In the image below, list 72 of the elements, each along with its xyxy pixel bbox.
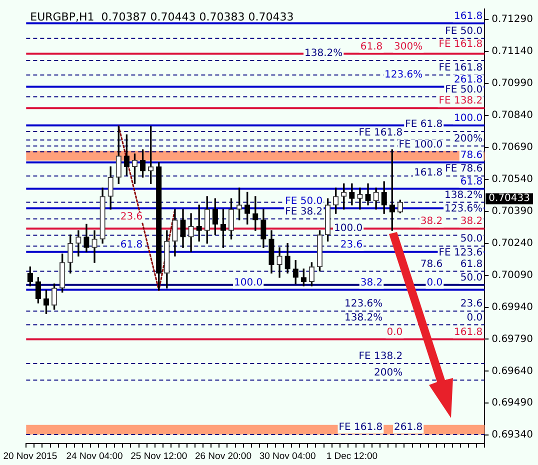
y-tick-label: 0.69490 [492,398,534,409]
annotation: 161.8 [414,167,443,178]
annotation: FE 123.6 [438,248,483,259]
annotation: 261.8 [454,74,483,86]
annotation: 0.0 [466,312,483,324]
x-tick-label: 20 Nov 2015 [3,450,58,462]
x-tick-label: 25 Nov 12:00 [130,450,188,462]
y-tick-label: 0.71140 [492,46,534,58]
annotation: FE 38.2 [285,206,323,218]
text: 0.70433 [488,192,530,204]
y-tick-label: 0.71290 [492,14,534,26]
y-tick-label: 0.70540 [492,174,534,186]
annotation: 123.6% [384,69,423,80]
annotation: 23.6 [460,298,483,310]
y-tick-label: 0.70990 [492,78,534,90]
y-tick-label: 0.70840 [492,110,534,122]
annotation: 78.6 [460,150,483,161]
y-tick-label: 0.69340 [492,430,534,441]
annotation: 100.0 [234,277,263,288]
annotation: 61.8 [120,239,143,250]
annotation: 38.2 [360,277,383,288]
x-tick-label: 30 Nov 04:00 [259,450,316,462]
annotation: 123.6% [344,298,383,310]
candlestick [357,188,363,210]
annotation: FE 50.0 [445,84,483,96]
annotation: FE 138.2 [438,96,483,107]
y-tick-label: 0.70390 [492,206,534,217]
annotation: 138.2% [344,312,383,324]
y-tick-label: 0.70240 [492,238,534,249]
x-tick-label: 1 Dec 12:00 [326,450,378,462]
annotation: 161.8 [454,10,483,22]
annotation: 100.0 [454,112,483,124]
annotation: 300% [394,41,423,52]
annotation: 61.8 [360,41,383,52]
y-tick-label: 0.70090 [492,270,534,281]
x-tick-label: 26 Nov 20:00 [194,450,252,462]
annotation: 0.0 [386,326,403,338]
annotation: 61.8 [460,258,483,270]
annotation: FE 161.8 [438,62,483,74]
annotation: 78.6 [420,258,443,270]
annotation: 23.6 [340,239,363,250]
annotation: 161.8 [454,326,483,338]
y-tick-label: 0.70690 [492,142,534,154]
annotation: 61.8 [460,176,483,188]
annotation: FE 161.8 [338,422,383,434]
annotation: 138.2% [444,190,483,201]
annotation: 123.6% [444,203,483,214]
annotation: 38.2 [460,216,483,228]
annotation: FE 50.0 [285,196,323,207]
annotation: FE 100.0 [398,139,443,150]
candlestick [76,230,82,256]
annotation: 200% [454,134,483,145]
annotation: FE 78.6 [445,164,483,175]
x-tick-label: 24 Nov 04:00 [66,450,123,462]
annotation: 23.6 [120,211,143,222]
annotation: 261.8 [394,422,423,434]
annotation: 100.0 [334,222,363,234]
annotation: 50.0 [460,234,483,245]
y-tick-label: 0.69790 [492,334,534,345]
annotation: FE 161.8 [358,128,403,139]
annotation: FE 50.0 [445,26,483,37]
annotation: 38.2 [420,216,443,228]
annotation: FE 61.8 [405,119,443,130]
y-tick-label: 0.69640 [492,366,534,377]
annotation: FE 161.8 [438,38,483,50]
annotation: 50.0 [460,272,483,284]
annotation: FE 138.2 [358,351,403,362]
chart-title: EURGBP,H1 0.70387 0.70443 0.70383 0.70433 [30,10,294,24]
annotation: 138.2% [304,48,343,60]
annotation: 200% [374,368,403,379]
y-tick-label: 0.69940 [492,302,534,313]
annotation: 0.0 [426,277,443,288]
